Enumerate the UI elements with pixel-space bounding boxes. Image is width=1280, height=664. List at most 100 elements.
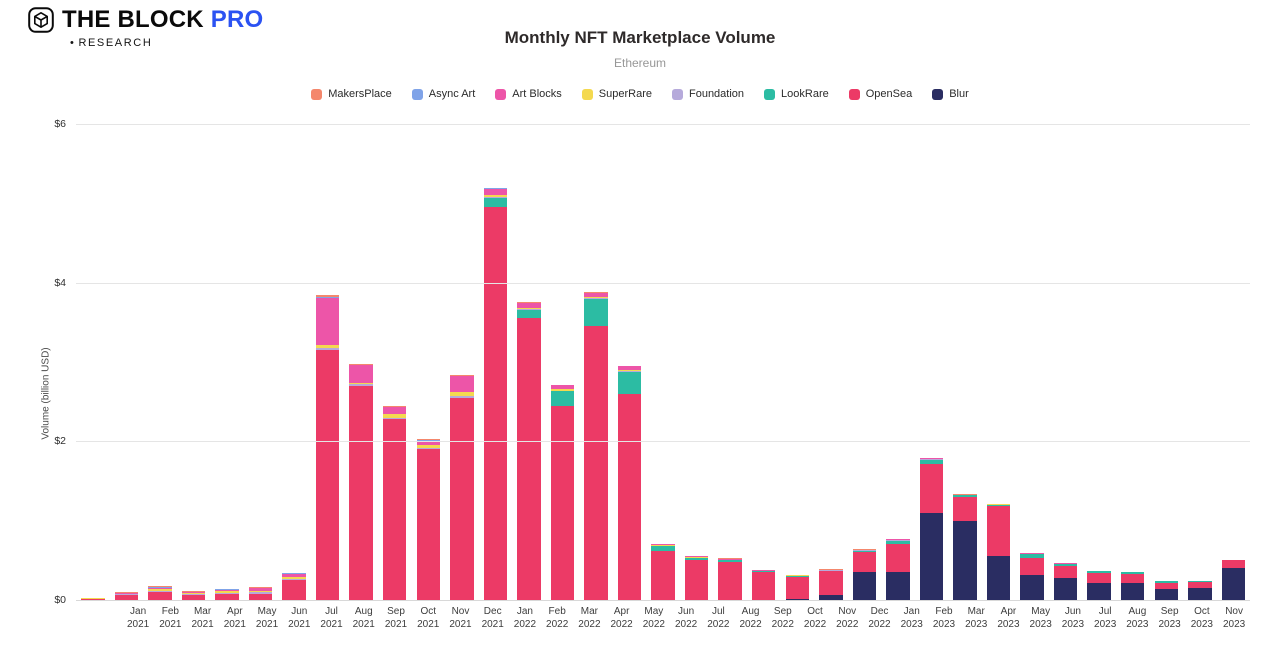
bar-segment-opensea[interactable] — [181, 595, 206, 600]
bar-aug-2023[interactable] — [1116, 124, 1150, 600]
bar-segment-opensea[interactable] — [584, 326, 608, 600]
bar-segment-async-art[interactable] — [148, 587, 172, 589]
brand-logo[interactable]: THE BLOCK PRO • RESEARCH — [28, 6, 263, 49]
bar-segment-superrare[interactable] — [215, 591, 239, 593]
bar-segment-art-blocks[interactable] — [181, 592, 206, 593]
bar-segment-superrare[interactable] — [617, 369, 642, 371]
bar-segment-blur[interactable] — [886, 572, 910, 600]
bar-segment-lookrare[interactable] — [1020, 554, 1044, 558]
bar-mar-2022[interactable] — [546, 124, 580, 600]
bar-segment-superrare[interactable] — [349, 382, 373, 385]
bar-segment-blur[interactable] — [785, 599, 809, 600]
bar-segment-art-blocks[interactable] — [315, 297, 340, 346]
bar-segment-superrare[interactable] — [282, 577, 306, 579]
bar-segment-makersplace[interactable] — [349, 364, 373, 365]
bar-segment-makersplace[interactable] — [148, 585, 172, 588]
bar-segment-opensea[interactable] — [1154, 582, 1178, 589]
bar-segment-lookrare[interactable] — [684, 557, 709, 561]
bar-jul-2022[interactable] — [680, 124, 714, 600]
bar-mar-2021[interactable] — [143, 124, 177, 600]
bar-segment-art-blocks[interactable] — [450, 376, 474, 393]
bar-segment-blur[interactable] — [986, 556, 1011, 600]
bar-segment-foundation[interactable] — [617, 370, 642, 372]
bar-segment-lookrare[interactable] — [819, 570, 843, 572]
bar-segment-lookrare[interactable] — [919, 459, 944, 464]
bar-segment-opensea[interactable] — [382, 419, 407, 600]
bar-may-2022[interactable] — [613, 124, 647, 600]
bar-segment-blur[interactable] — [852, 572, 877, 600]
bar-segment-opensea[interactable] — [617, 393, 642, 600]
bar-segment-superrare[interactable] — [114, 593, 139, 595]
bar-segment-lookrare[interactable] — [1154, 581, 1178, 583]
legend-item-lookrare[interactable]: LookRare — [764, 88, 829, 100]
bar-segment-superrare[interactable] — [315, 345, 340, 348]
bar-segment-blur[interactable] — [953, 520, 977, 600]
bar-segment-opensea[interactable] — [248, 593, 273, 600]
bar-segment-makersplace[interactable] — [181, 590, 206, 592]
bar-segment-opensea[interactable] — [1120, 573, 1145, 584]
bar-segment-art-blocks[interactable] — [349, 365, 373, 383]
bar-segment-opensea[interactable] — [450, 397, 474, 600]
bar-segment-lookrare[interactable] — [550, 391, 575, 406]
bar-segment-async-art[interactable] — [315, 296, 340, 298]
legend-item-foundation[interactable]: Foundation — [671, 88, 744, 100]
bar-segment-lookrare[interactable] — [483, 197, 508, 208]
bar-segment-art-blocks[interactable] — [919, 458, 944, 459]
bar-feb-2023[interactable] — [915, 124, 949, 600]
bar-segment-art-blocks[interactable] — [550, 385, 575, 390]
bar-segment-makersplace[interactable] — [416, 439, 440, 441]
bar-segment-opensea[interactable] — [483, 207, 508, 600]
bar-segment-lookrare[interactable] — [517, 310, 541, 319]
bar-segment-art-blocks[interactable] — [215, 589, 239, 592]
bar-segment-blur[interactable] — [1120, 583, 1145, 600]
bar-segment-opensea[interactable] — [684, 560, 709, 600]
bar-segment-foundation[interactable] — [517, 309, 541, 311]
bar-segment-opensea[interactable] — [114, 595, 139, 600]
bar-segment-art-blocks[interactable] — [584, 292, 608, 297]
bar-jun-2023[interactable] — [1049, 124, 1083, 600]
bar-segment-opensea[interactable] — [785, 577, 809, 600]
bar-segment-superrare[interactable] — [450, 392, 474, 397]
bar-segment-makersplace[interactable] — [517, 302, 541, 303]
bar-segment-lookrare[interactable] — [953, 495, 977, 497]
bar-segment-blur[interactable] — [1154, 588, 1178, 600]
bar-segment-lookrare[interactable] — [617, 371, 642, 394]
bar-segment-superrare[interactable] — [148, 588, 172, 591]
bar-segment-foundation[interactable] — [584, 297, 608, 299]
bar-segment-blur[interactable] — [1020, 574, 1044, 600]
bar-segment-lookrare[interactable] — [1120, 572, 1145, 574]
bar-segment-makersplace[interactable] — [248, 586, 273, 588]
bar-dec-2022[interactable] — [848, 124, 882, 600]
bar-segment-makersplace[interactable] — [382, 406, 407, 407]
legend-item-art-blocks[interactable]: Art Blocks — [495, 88, 562, 100]
bar-segment-lookrare[interactable] — [1221, 559, 1246, 561]
bar-segment-blur[interactable] — [1221, 568, 1246, 600]
bar-segment-lookrare[interactable] — [1053, 563, 1078, 566]
bar-segment-makersplace[interactable] — [215, 588, 239, 590]
bar-segment-superrare[interactable] — [584, 296, 608, 298]
bar-segment-opensea[interactable] — [718, 561, 742, 600]
legend-item-opensea[interactable]: OpenSea — [848, 88, 912, 100]
bar-segment-superrare[interactable] — [382, 413, 407, 418]
bar-segment-foundation[interactable] — [248, 592, 273, 594]
bar-segment-art-blocks[interactable] — [148, 588, 172, 589]
bar-segment-lookrare[interactable] — [886, 540, 910, 544]
bar-jan-2022[interactable] — [479, 124, 513, 600]
bar-segment-lookrare[interactable] — [751, 571, 776, 573]
bar-segment-blur[interactable] — [1087, 583, 1111, 600]
bar-segment-opensea[interactable] — [1221, 560, 1246, 569]
bar-segment-foundation[interactable] — [550, 390, 575, 392]
bar-segment-opensea[interactable] — [1053, 565, 1078, 578]
bar-may-2023[interactable] — [1015, 124, 1049, 600]
bar-apr-2023[interactable] — [982, 124, 1016, 600]
bar-segment-foundation[interactable] — [450, 396, 474, 398]
bar-segment-foundation[interactable] — [215, 592, 239, 595]
bar-apr-2022[interactable] — [579, 124, 613, 600]
bar-segment-opensea[interactable] — [819, 571, 843, 596]
bar-segment-superrare[interactable] — [416, 445, 440, 448]
bar-segment-lookrare[interactable] — [852, 550, 877, 553]
legend-item-makersplace[interactable]: MakersPlace — [311, 88, 392, 100]
bar-oct-2023[interactable] — [1183, 124, 1217, 600]
bar-segment-art-blocks[interactable] — [718, 558, 742, 560]
bar-segment-superrare[interactable] — [550, 389, 575, 391]
